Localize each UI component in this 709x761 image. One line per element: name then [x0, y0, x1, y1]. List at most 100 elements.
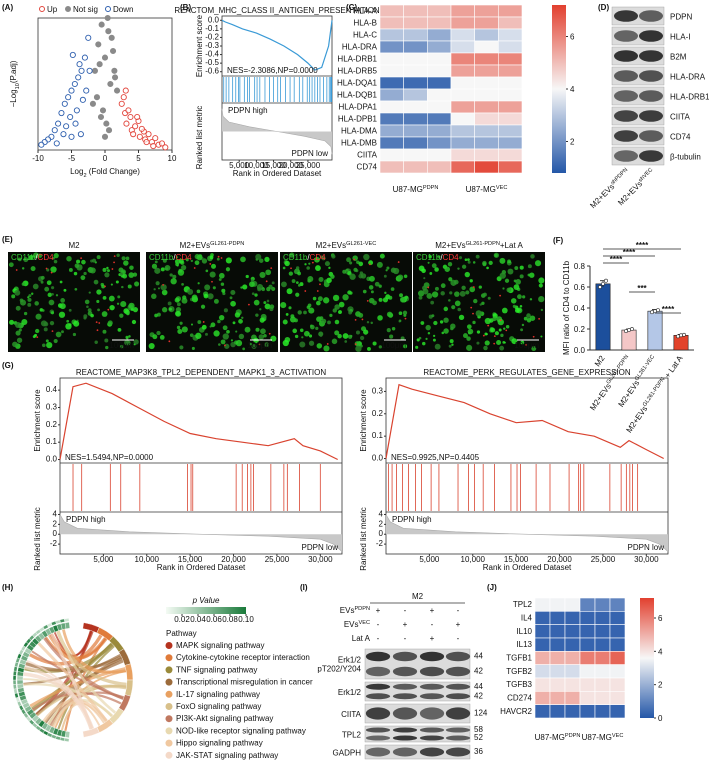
image-title: M2+EVsGL261-PDPN+Lat A: [435, 241, 523, 250]
point: [158, 140, 165, 147]
cell: [197, 282, 200, 285]
cell: [334, 330, 340, 336]
heat-cell: [379, 148, 404, 162]
cell: [66, 319, 70, 323]
cell: [379, 253, 385, 259]
cell: [128, 335, 131, 338]
cell: [177, 269, 185, 276]
image-title-sup: GL261-PDPN: [210, 241, 244, 247]
cell: [16, 337, 23, 343]
cell: [105, 345, 109, 350]
image-title-rest: +Lat A: [500, 241, 524, 250]
heat-cell: [534, 691, 551, 705]
blot-band: [639, 130, 663, 142]
cell: [28, 254, 34, 260]
cell: [461, 264, 467, 269]
cell: [162, 258, 167, 263]
cell: [434, 343, 441, 350]
cell: [44, 286, 50, 292]
data-point: [598, 285, 602, 289]
metric-tick-label: 0: [53, 529, 58, 538]
cell: [353, 258, 356, 261]
blot-band: [445, 651, 471, 662]
blot-band: [392, 683, 418, 690]
heat-cell: [474, 112, 499, 126]
pvalue-arc: [12, 675, 17, 681]
heat-cell: [474, 52, 499, 66]
cell: [111, 268, 114, 270]
heat-cell: [450, 52, 475, 66]
cell: [529, 272, 535, 278]
x-axis-label: Rank in Ordered Dataset: [483, 563, 572, 572]
cell: [101, 311, 108, 317]
blot-band: [445, 747, 471, 757]
cell: [513, 279, 517, 283]
cell: [179, 345, 184, 350]
heat-cell: [379, 112, 404, 126]
cell: [104, 285, 106, 288]
panel-label: (J): [487, 583, 497, 592]
cell: [488, 260, 493, 265]
cell: [397, 274, 404, 281]
metric-line: [385, 514, 669, 552]
cell: [220, 282, 225, 286]
cell: [160, 267, 165, 272]
cell: [175, 310, 182, 317]
cell: [245, 274, 249, 279]
colorbar-label: 6: [570, 33, 575, 42]
cell: [238, 333, 245, 340]
cell: [288, 306, 292, 310]
enrichment-curve: [221, 19, 333, 71]
cell: [282, 319, 288, 325]
cell: [229, 296, 233, 300]
x-tick-label: 10,000: [244, 161, 269, 170]
y-tick-label: 0.0: [574, 346, 586, 355]
cell: [540, 335, 543, 338]
cell: [43, 321, 49, 327]
y-tick-label: 0.3: [46, 402, 58, 411]
heat-cell: [450, 124, 475, 138]
cell: [349, 261, 353, 265]
cell: [161, 307, 168, 313]
cell: [404, 295, 409, 299]
blot-band: [365, 693, 391, 700]
blot-band: [614, 90, 638, 102]
cell: [73, 271, 78, 276]
blot-band: [614, 10, 638, 22]
cell: [190, 323, 194, 326]
cell: [181, 282, 184, 286]
group-label-sup: PDPN: [423, 185, 439, 191]
blot-band: [614, 50, 638, 62]
cell: [338, 301, 345, 308]
cell: [507, 259, 511, 264]
cell: [506, 287, 512, 293]
cell: [310, 324, 313, 328]
low-label: PDPN low: [302, 543, 339, 552]
cell: [84, 299, 90, 305]
cell: [175, 307, 182, 313]
gene-arc: [16, 683, 24, 689]
image-title-base: M2+EVs: [180, 241, 210, 250]
row-label: Erk1/2: [338, 656, 362, 665]
point: [109, 47, 117, 55]
cell: [167, 301, 172, 306]
legend-swatch: [165, 654, 173, 662]
legend-swatch: [65, 6, 71, 12]
cell: [11, 294, 16, 299]
heat-cell: [609, 677, 626, 692]
cell: [358, 261, 364, 267]
point: [99, 107, 107, 114]
cell: [258, 343, 261, 346]
cell: [175, 256, 178, 259]
cell: [241, 316, 244, 319]
cell: [49, 320, 55, 326]
cell: [76, 259, 81, 264]
heat-cell: [474, 4, 499, 18]
heat-cell: [534, 597, 551, 612]
cell: [116, 253, 120, 257]
cell: [217, 319, 221, 324]
cell: [499, 272, 506, 279]
metric-tick-label: -2: [376, 539, 384, 548]
group-label: U87-MGPDPN: [535, 733, 581, 742]
cell: [108, 295, 115, 302]
